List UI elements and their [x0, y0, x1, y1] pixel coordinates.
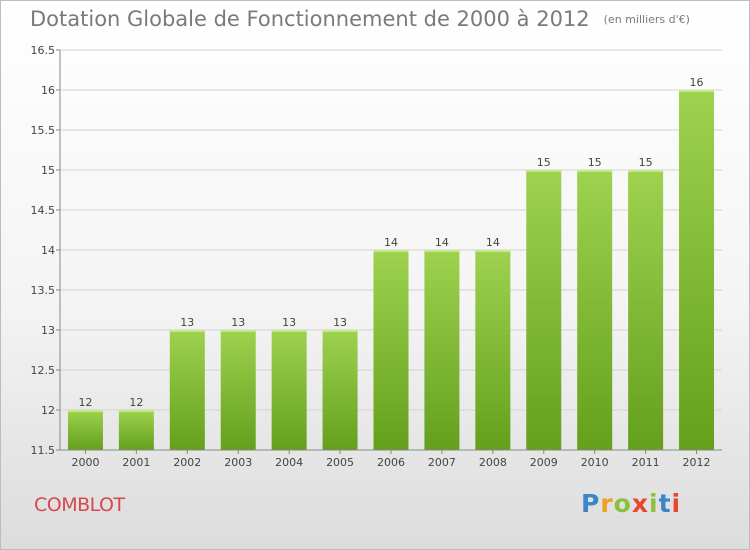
bar	[373, 250, 409, 450]
x-tick-label: 2000	[71, 456, 99, 469]
logo-letter: x	[631, 489, 649, 518]
logo-letter: i	[671, 489, 682, 518]
bar-highlight	[220, 330, 256, 332]
bar-highlight	[679, 90, 715, 92]
bar-highlight	[577, 170, 613, 172]
bar	[475, 250, 511, 450]
y-tick-label: 13.5	[31, 284, 56, 297]
bar	[526, 170, 562, 450]
x-tick-label: 2004	[275, 456, 303, 469]
x-tick-label: 2005	[326, 456, 354, 469]
x-tick-label: 2010	[581, 456, 609, 469]
data-label: 14	[486, 236, 500, 249]
chart-title-block: Dotation Globale de Fonctionnement de 20…	[30, 7, 690, 31]
x-tick-label: 2011	[632, 456, 660, 469]
axes	[59, 50, 722, 451]
y-tick-label: 11.5	[31, 444, 56, 457]
logo-letter: P	[581, 489, 601, 518]
bar-highlight	[322, 330, 358, 332]
logo-letter: t	[658, 489, 672, 518]
town-name: COMBLOT	[34, 494, 125, 516]
proxiti-logo: Proxiti	[581, 489, 681, 518]
data-label: 12	[129, 396, 143, 409]
bar	[424, 250, 460, 450]
data-label: 15	[639, 156, 653, 169]
data-label: 13	[180, 316, 194, 329]
y-tick-label: 14.5	[31, 204, 56, 217]
bar	[628, 170, 664, 450]
data-label: 13	[231, 316, 245, 329]
data-label: 13	[282, 316, 296, 329]
x-tick-label: 2012	[683, 456, 711, 469]
x-tick-label: 2003	[224, 456, 252, 469]
logo-letter: r	[600, 489, 614, 518]
bar	[271, 330, 307, 450]
data-label: 15	[588, 156, 602, 169]
y-tick-label: 15	[41, 164, 55, 177]
data-labels: 12 12 13 13 13 13 14 14 14 15 15 15 16	[78, 76, 703, 409]
y-tick-label: 16	[41, 84, 55, 97]
bar-highlight	[424, 250, 460, 252]
bar-highlight	[67, 410, 103, 412]
x-axis-ticks: 2000 2001 2002 2003 2004 2005 2006 2007 2008 2009…	[71, 450, 711, 469]
data-label: 16	[690, 76, 704, 89]
data-label: 13	[333, 316, 347, 329]
y-tick-label: 12	[41, 404, 55, 417]
y-axis-ticks: 11.5 12 12.5 13 13.5 14 14.5 15 15.5 16 16.5	[31, 44, 60, 457]
x-tick-label: 2001	[122, 456, 150, 469]
logo-letter: o	[613, 489, 632, 518]
bar	[577, 170, 613, 450]
data-label: 14	[384, 236, 398, 249]
bar-highlight	[118, 410, 154, 412]
bar	[220, 330, 256, 450]
bar-highlight	[271, 330, 307, 332]
x-tick-label: 2008	[479, 456, 507, 469]
unit-label: (en milliers d'€)	[603, 13, 690, 26]
data-label: 15	[537, 156, 551, 169]
data-label: 12	[78, 396, 92, 409]
bar	[169, 330, 205, 450]
bar-highlight	[169, 330, 205, 332]
data-label: 14	[435, 236, 449, 249]
y-tick-label: 13	[41, 324, 55, 337]
chart-title: Dotation Globale de Fonctionnement de 20…	[30, 7, 590, 31]
bar	[118, 410, 154, 450]
bar-highlight	[628, 170, 664, 172]
bar-highlight	[475, 250, 511, 252]
x-tick-label: 2006	[377, 456, 405, 469]
x-tick-label: 2009	[530, 456, 558, 469]
bar	[322, 330, 358, 450]
y-tick-label: 14	[41, 244, 55, 257]
logo-letter: i	[649, 489, 659, 518]
bar-highlight	[526, 170, 562, 172]
bar-highlight	[373, 250, 409, 252]
bar	[679, 90, 715, 450]
x-tick-label: 2007	[428, 456, 456, 469]
y-tick-label: 16.5	[31, 44, 56, 57]
x-tick-label: 2002	[173, 456, 201, 469]
y-tick-label: 15.5	[31, 124, 56, 137]
bar	[67, 410, 103, 450]
y-tick-label: 12.5	[31, 364, 56, 377]
bars	[67, 90, 715, 450]
